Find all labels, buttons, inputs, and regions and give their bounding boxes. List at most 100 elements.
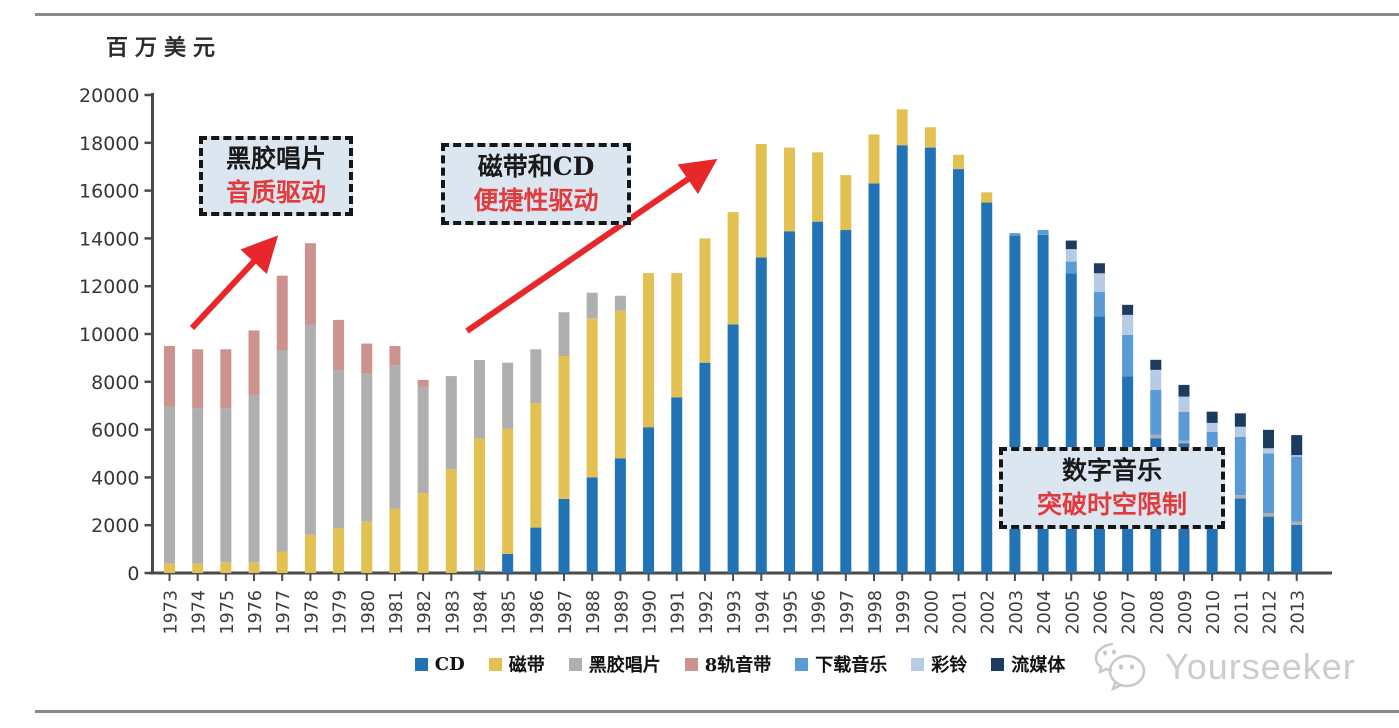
- annotation-title: 数字音乐: [1061, 455, 1162, 485]
- bar-segment-2007: [1122, 334, 1134, 377]
- x-tick-label: 2000: [922, 590, 942, 635]
- legend-swatch: [568, 657, 582, 671]
- x-tick-label: 2010: [1204, 590, 1224, 635]
- bar-segment-2000: [924, 147, 936, 573]
- bar-segment-1976: [248, 394, 260, 563]
- legend-swatch: [991, 657, 1005, 671]
- bar-segment-2012: [1263, 453, 1275, 514]
- y-tick-label: 10000: [79, 324, 139, 346]
- trend-arrow-right: [465, 158, 718, 334]
- y-tick-label: 4000: [91, 467, 139, 489]
- bar-segment-2003: [1009, 233, 1021, 237]
- legend-label: 8轨音带: [704, 655, 772, 676]
- legend-swatch: [414, 657, 428, 671]
- bar-segment-1988: [586, 477, 598, 573]
- bar-segment-1980: [361, 343, 373, 374]
- annotation-title: 磁带和CD: [477, 151, 595, 181]
- y-tick-label: 8000: [91, 372, 139, 394]
- bar-segment-2013: [1291, 435, 1303, 456]
- legend-label: 下载音乐: [815, 655, 888, 676]
- legend-label: 黑胶唱片: [588, 655, 661, 676]
- legend-label: 彩铃: [931, 655, 968, 676]
- bar-segment-1988: [586, 318, 598, 478]
- bar-segment-2004: [1037, 234, 1049, 573]
- bar-segment-2000: [924, 127, 936, 148]
- annotation-title: 黑胶唱片: [225, 143, 326, 173]
- bar-segment-2012: [1263, 516, 1275, 573]
- bar-segment-1984: [473, 360, 485, 439]
- bar-segment-1984: [473, 438, 485, 571]
- bar-segment-2005: [1065, 261, 1077, 274]
- bar-segment-1982: [417, 386, 429, 494]
- bar-segment-1980: [361, 373, 373, 522]
- x-tick-label: 2005: [1063, 590, 1083, 635]
- bar-segment-2005: [1065, 240, 1077, 250]
- top-divider: [35, 13, 1399, 16]
- bar-segment-1976: [248, 562, 260, 573]
- x-tick-label: 1977: [274, 590, 294, 635]
- bar-segment-1982: [417, 493, 429, 573]
- bar-segment-2011: [1234, 426, 1246, 437]
- bar-segment-1987: [558, 355, 570, 499]
- x-tick-label: 1982: [415, 590, 435, 635]
- y-tick-label: 12000: [79, 276, 139, 298]
- bar-segment-1981: [389, 508, 401, 573]
- bar-segment-2010: [1206, 422, 1218, 432]
- bar-segment-1993: [727, 212, 739, 325]
- bar-segment-1973: [164, 345, 175, 407]
- x-tick-label: 1996: [810, 590, 830, 635]
- bar-segment-2013: [1291, 455, 1303, 457]
- bar-segment-2005: [1065, 273, 1077, 573]
- bar-segment-1999: [896, 109, 908, 146]
- bar-segment-2011: [1234, 436, 1246, 496]
- bar-segment-1986: [530, 403, 542, 528]
- bar-segment-2009: [1178, 411, 1190, 441]
- trend-arrow-left: [189, 235, 279, 331]
- x-tick-label: 1973: [162, 590, 182, 635]
- bar-segment-2011: [1234, 413, 1246, 427]
- x-tick-label: 1985: [500, 590, 520, 635]
- legend-item: 黑胶唱片: [568, 651, 661, 677]
- legend-item: 磁带: [488, 651, 545, 677]
- x-tick-label: 1990: [641, 590, 661, 635]
- x-tick-label: 2001: [951, 590, 971, 635]
- legend-item: CD: [414, 654, 465, 675]
- annotation-subtitle: 便捷性驱动: [473, 186, 599, 215]
- bar-segment-2006: [1093, 316, 1105, 573]
- bar-segment-2007: [1122, 314, 1134, 335]
- bar-segment-1982: [417, 379, 429, 387]
- bar-segment-1975: [220, 349, 232, 409]
- bar-segment-1989: [614, 310, 626, 459]
- x-tick-label: 1995: [781, 590, 801, 635]
- bar-segment-2009: [1178, 396, 1190, 412]
- bar-segment-2001: [953, 154, 965, 170]
- legend-swatch: [684, 657, 698, 671]
- bar-segment-1994: [755, 143, 767, 258]
- bar-segment-1986: [530, 349, 542, 404]
- y-tick-label: 14000: [79, 228, 139, 250]
- bar-segment-1999: [896, 145, 908, 573]
- bar-segment-1996: [812, 152, 824, 222]
- bar-segment-1985: [502, 362, 514, 429]
- bar-segment-1989: [614, 458, 626, 573]
- y-tick-label: 16000: [79, 181, 139, 203]
- bar-segment-2012: [1263, 448, 1275, 454]
- x-tick-label: 1989: [612, 590, 632, 635]
- x-tick-label: 1976: [246, 590, 266, 635]
- y-axis-unit-label: 百万美元: [106, 35, 223, 61]
- bar-segment-1979: [333, 319, 345, 371]
- bar-segment-1973: [164, 563, 175, 573]
- bar-segment-2011: [1234, 498, 1246, 573]
- bar-segment-2010: [1206, 411, 1218, 423]
- bar-segment-1995: [783, 231, 795, 574]
- bar-segment-2008: [1150, 359, 1162, 370]
- x-tick-label: 1998: [866, 590, 886, 635]
- bar-segment-1992: [699, 238, 711, 363]
- bar-segment-2011: [1234, 495, 1246, 499]
- bar-segment-2013: [1291, 521, 1303, 525]
- bottom-divider: [35, 710, 1399, 713]
- x-tick-label: 2003: [1007, 590, 1027, 635]
- bar-segment-2008: [1150, 389, 1162, 435]
- x-tick-label: 1984: [471, 590, 491, 635]
- bar-segment-1990: [643, 273, 655, 428]
